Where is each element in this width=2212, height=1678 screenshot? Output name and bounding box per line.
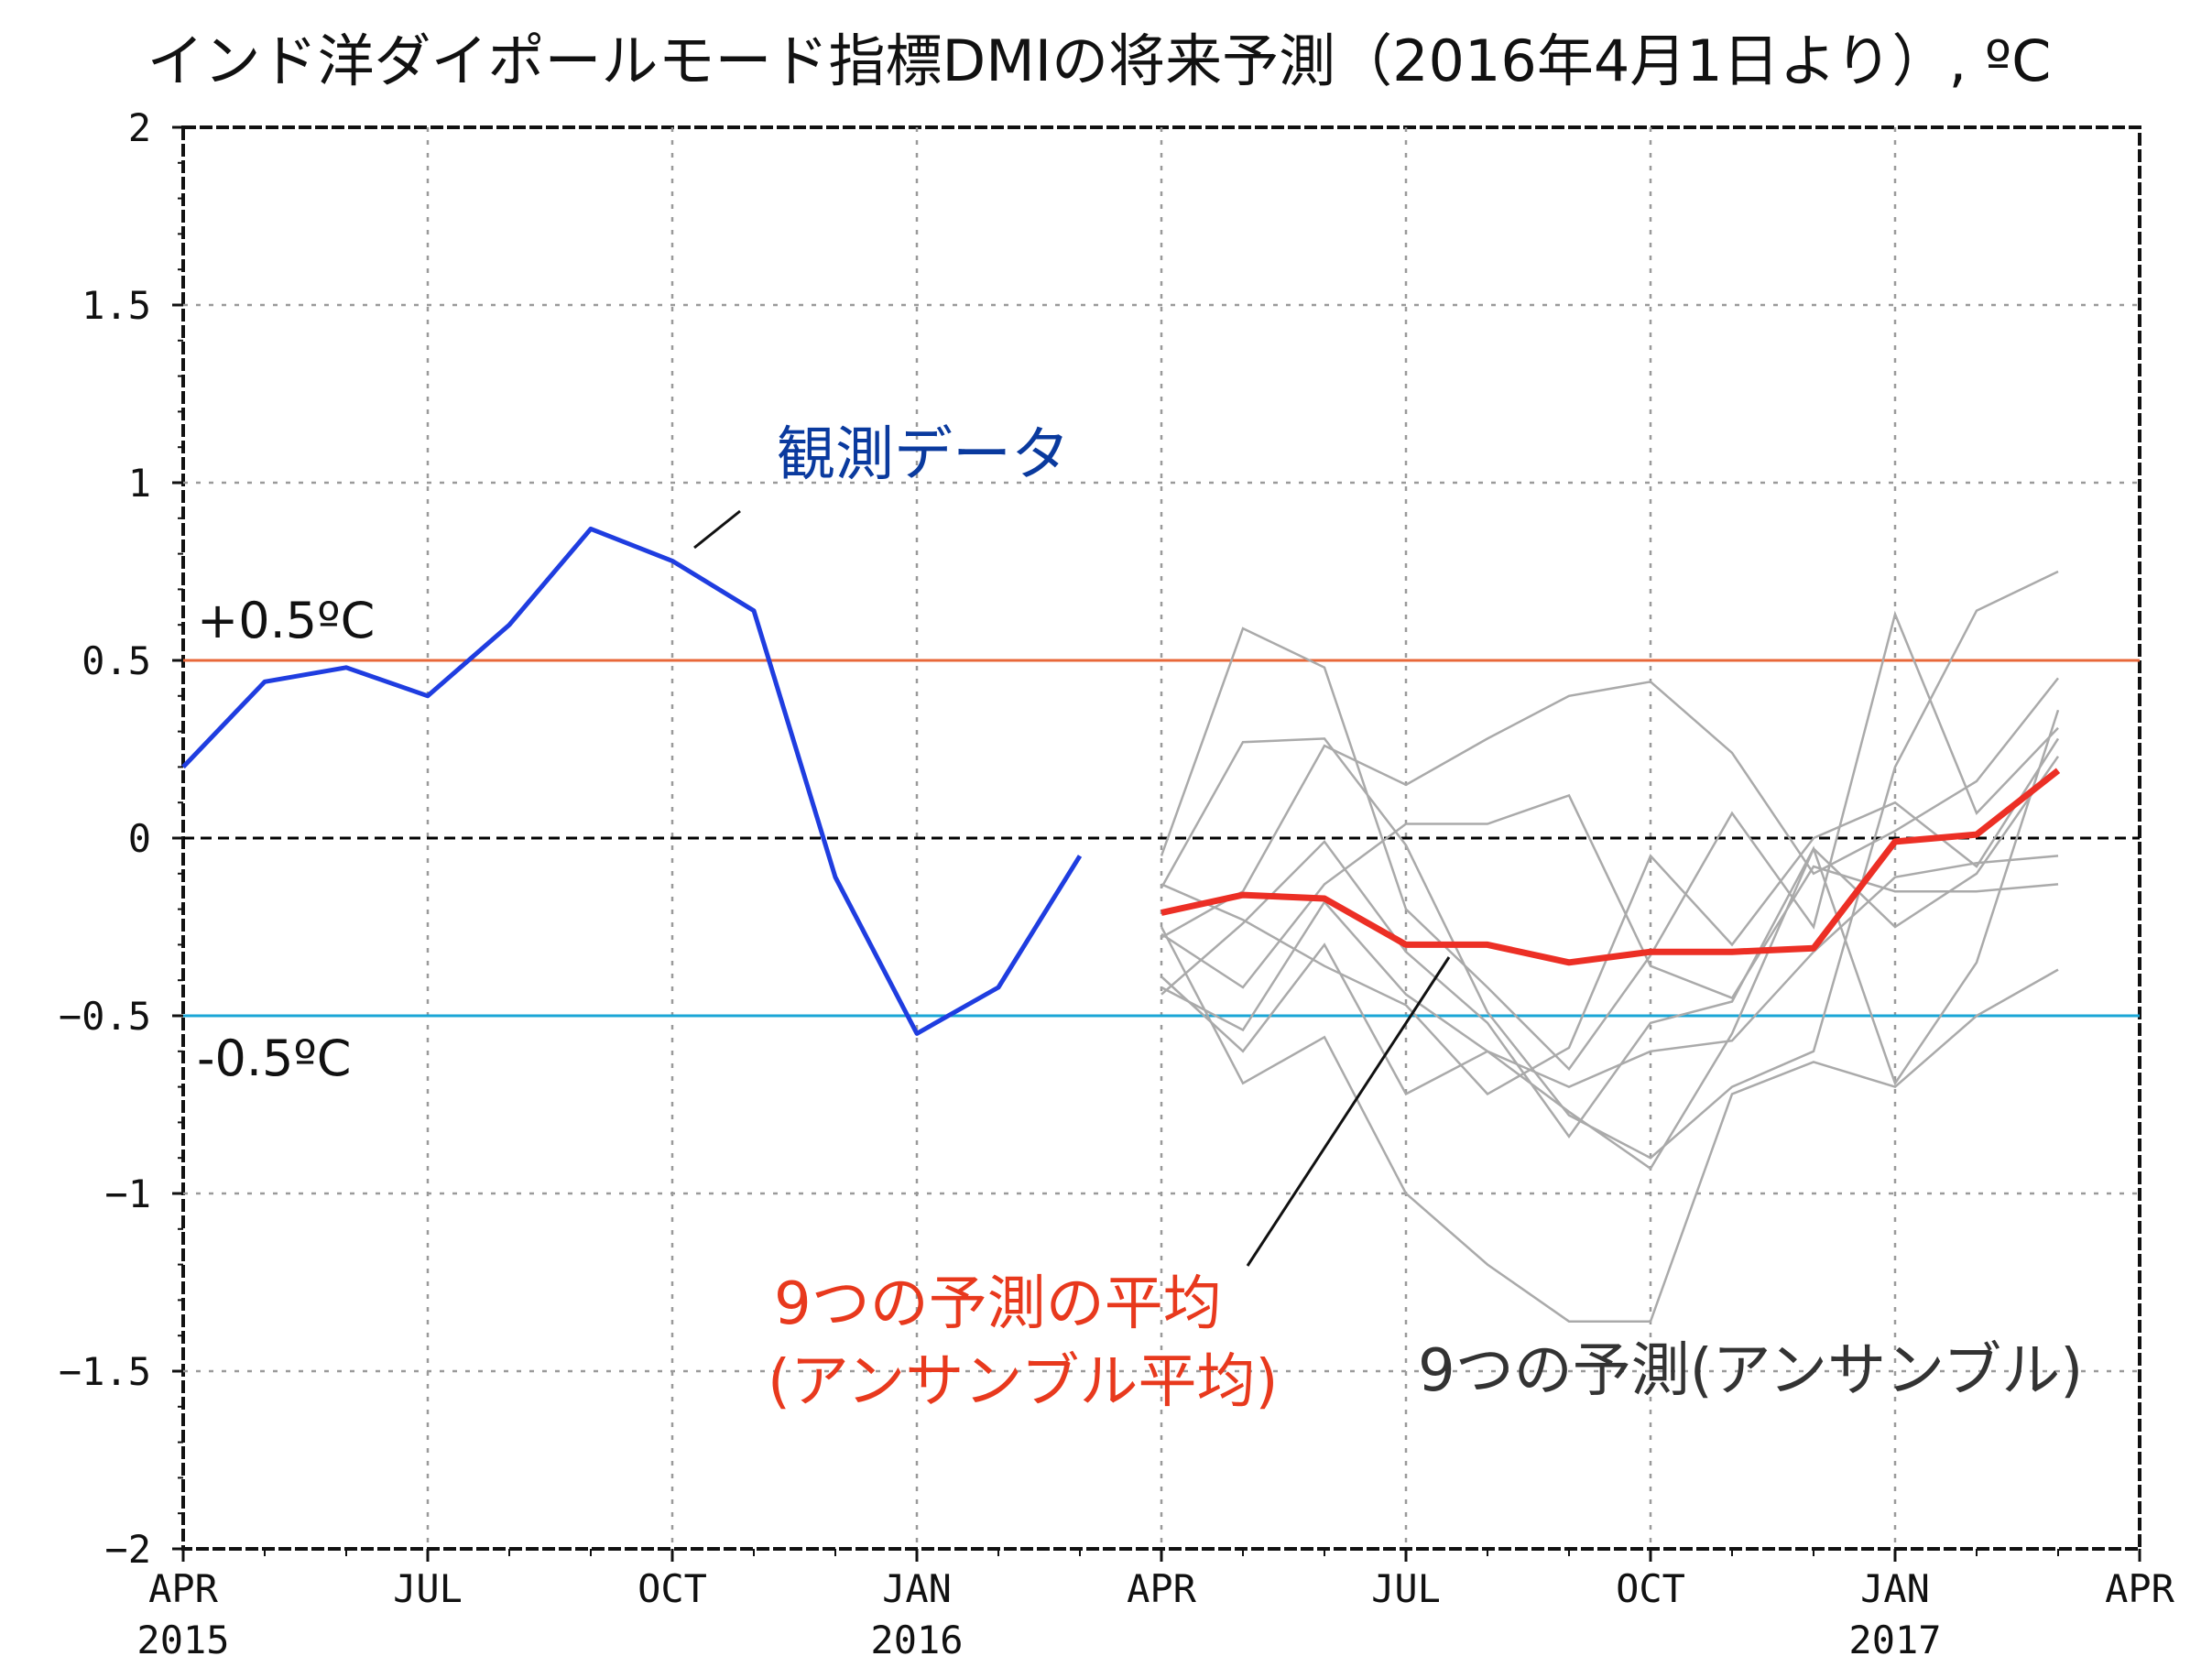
threshold-label-plus: +0.5ºC — [197, 592, 375, 649]
ensemble-member-line — [1160, 610, 2059, 1072]
y-tick-label: −1 — [104, 1171, 151, 1216]
ensemble-member-layer — [1160, 570, 2060, 1323]
x-tick-label: JUL — [393, 1566, 463, 1611]
ensemble-mean-line — [1160, 768, 2061, 966]
threshold-layer — [183, 659, 2140, 1018]
y-tick-label: −1.5 — [59, 1349, 151, 1394]
y-tick-label: −0.5 — [59, 994, 151, 1039]
ensemble-member-line — [1160, 756, 2060, 1139]
ensemble-member-line — [1160, 677, 2059, 939]
ensemble-member-line — [1160, 793, 2059, 1000]
observed-leader-line — [693, 509, 741, 550]
x-tick-year-label: 2015 — [136, 1618, 229, 1662]
x-tick-label: APR — [2105, 1566, 2175, 1611]
observed-annotation: 観測データ — [777, 421, 1070, 489]
ensemble-member-line — [1160, 570, 2059, 1160]
x-tick-year-label: 2016 — [870, 1618, 963, 1662]
x-tick-label: OCT — [637, 1566, 707, 1611]
y-tick-label: 0.5 — [82, 638, 151, 683]
y-tick-label: 0 — [128, 816, 151, 861]
x-tick-label: JUL — [1371, 1566, 1441, 1611]
x-tick-year-label: 2017 — [1848, 1618, 1941, 1662]
x-tick-label: JAN — [1860, 1566, 1930, 1611]
observed-line — [181, 526, 1083, 1036]
y-tick-label: 1 — [128, 461, 151, 506]
x-tick-label: APR — [148, 1566, 219, 1611]
y-tick-label: 1.5 — [82, 283, 151, 328]
y-tick-label: 2 — [128, 105, 151, 150]
mean-annotation-line2: (アンサンブル平均) — [768, 1348, 1278, 1416]
chart-title: インド洋ダイポールモード指標DMIの将来予測（2016年4月1日より）, ºC — [147, 27, 2052, 94]
x-tick-label: APR — [1127, 1566, 1197, 1611]
mean-annotation-line1: 9つの予測の平均 — [774, 1270, 1222, 1338]
ensemble-mean-layer — [1160, 768, 2061, 966]
mean-leader-line — [1246, 956, 1451, 1267]
threshold-label-minus: -0.5ºC — [197, 1030, 352, 1087]
ensemble-member-line — [1160, 926, 2059, 1323]
x-tick-label: OCT — [1616, 1566, 1685, 1611]
observed-layer — [181, 526, 1083, 1036]
ensemble-member-line — [1160, 855, 2059, 1088]
y-tick-label: −2 — [104, 1527, 151, 1572]
ensemble-annotation: 9つの予測(アンサンブル) — [1418, 1337, 2083, 1405]
ensemble-member-line — [1160, 737, 2060, 1095]
ensemble-member-line — [1160, 709, 2060, 1171]
x-tick-label: JAN — [882, 1566, 952, 1611]
annotation-layer: +0.5ºC -0.5ºC 観測データ 9つの予測の平均 (アンサンブル平均) 9つの予測… — [197, 421, 2083, 1416]
